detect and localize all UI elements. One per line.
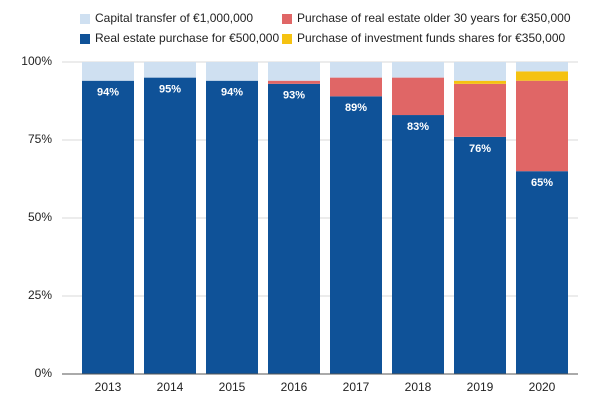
x-tick-label: 2018 xyxy=(405,380,432,394)
legend-swatch xyxy=(80,14,90,24)
y-tick-label: 0% xyxy=(35,366,53,380)
x-tick-label: 2015 xyxy=(219,380,246,394)
bar-segment xyxy=(206,80,258,374)
bar-segment xyxy=(206,62,258,81)
bar-segment xyxy=(454,136,506,374)
value-label: 83% xyxy=(407,121,429,133)
bar-segment xyxy=(392,77,444,116)
y-tick-label: 50% xyxy=(28,210,52,224)
legend-label: Real estate purchase for €500,000 xyxy=(95,31,279,45)
x-tick-label: 2019 xyxy=(467,380,494,394)
bar-segment xyxy=(516,71,568,81)
bar-segment xyxy=(392,115,444,374)
value-label: 93% xyxy=(283,90,305,102)
legend-swatch xyxy=(282,14,292,24)
x-tick-label: 2017 xyxy=(343,380,370,394)
x-tick-label: 2020 xyxy=(529,380,556,394)
bar-segment xyxy=(392,62,444,78)
value-label: 94% xyxy=(97,87,119,99)
bar-segment xyxy=(82,62,134,81)
bar-segment xyxy=(454,62,506,81)
bar-segment xyxy=(144,77,196,374)
value-label: 89% xyxy=(345,102,367,114)
legend-label: Capital transfer of €1,000,000 xyxy=(95,11,253,25)
bar-segment xyxy=(330,96,382,374)
bar-segment xyxy=(516,80,568,172)
y-tick-label: 25% xyxy=(28,288,52,302)
bar-segment xyxy=(454,83,506,137)
value-label: 65% xyxy=(531,177,553,189)
value-label: 76% xyxy=(469,143,491,155)
x-tick-label: 2013 xyxy=(95,380,122,394)
bar-segment xyxy=(454,80,506,84)
y-tick-label: 100% xyxy=(21,54,52,68)
bar-segment xyxy=(268,80,320,84)
y-tick-label: 75% xyxy=(28,132,52,146)
legend-label: Purchase of investment funds shares for … xyxy=(297,31,565,45)
bar-segment xyxy=(516,171,568,374)
bar-segment xyxy=(82,80,134,374)
legend-swatch xyxy=(80,34,90,44)
legend-label: Purchase of real estate older 30 years f… xyxy=(297,11,571,25)
bar-segment xyxy=(144,62,196,78)
legend-swatch xyxy=(282,34,292,44)
bar-segment xyxy=(330,77,382,97)
bar-segment xyxy=(268,62,320,81)
x-tick-label: 2016 xyxy=(281,380,308,394)
bar-segment xyxy=(516,62,568,72)
bar-segment xyxy=(330,62,382,78)
x-tick-label: 2014 xyxy=(157,380,184,394)
bar-segment xyxy=(268,83,320,374)
value-label: 95% xyxy=(159,84,181,96)
value-label: 94% xyxy=(221,87,243,99)
